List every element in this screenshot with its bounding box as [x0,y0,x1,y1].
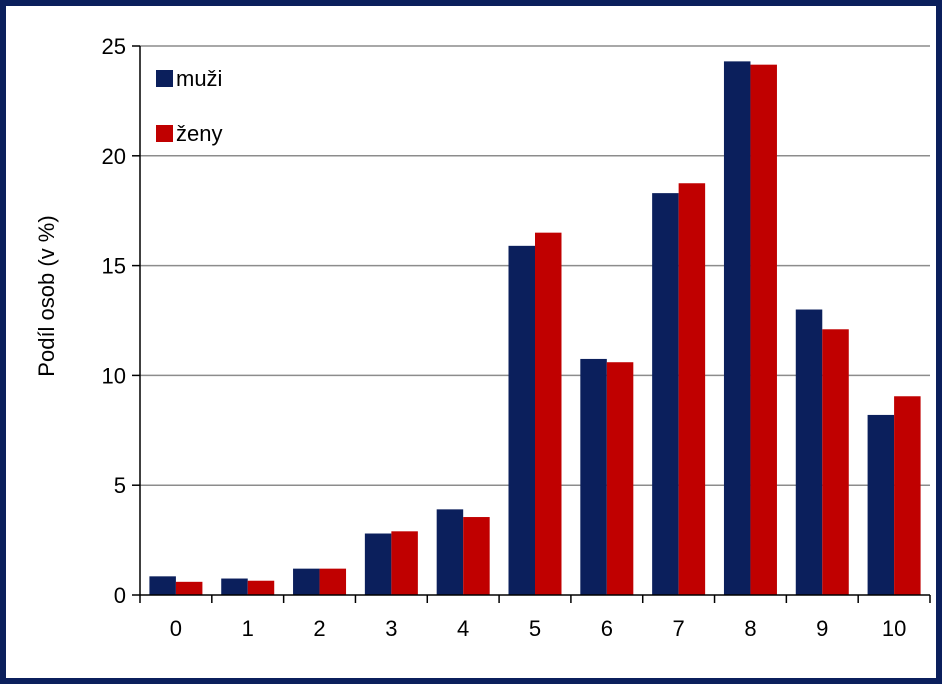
bar-series-1 [795,309,823,595]
bar-series-2 [894,396,921,595]
axes [132,45,931,603]
x-tick-label: 9 [816,616,828,641]
bar-series-2 [391,531,418,595]
bar-series-2 [319,568,347,595]
x-tick-label: 6 [601,616,613,641]
bar-series-1 [867,414,895,595]
bar-series-1 [723,61,751,595]
x-tick-label: 3 [385,616,397,641]
y-tick-label: 20 [102,144,126,169]
bar-series-1 [508,245,535,595]
bar-series-2 [247,580,275,595]
bar-series-2 [463,517,490,595]
bar-series-1 [436,509,464,595]
legend: muži ženy [156,66,222,146]
bar-series-1 [149,576,176,595]
bar-series-2 [175,581,203,595]
bar-series-1 [364,533,392,595]
bar-series-2 [606,362,634,595]
y-tick-labels: 0 5 10 15 20 25 [102,34,126,608]
bar-series-2 [678,183,706,595]
x-tick-label: 5 [529,616,541,641]
x-tick-label: 1 [242,616,254,641]
legend-swatch [156,70,173,87]
y-tick-label: 10 [102,363,126,388]
y-tick-label: 15 [102,254,126,279]
bar-series-1 [652,193,679,595]
x-tick-label: 0 [170,616,182,641]
bar-series-2 [535,232,562,595]
bar-series-2 [750,64,777,595]
y-tick-label: 25 [102,34,126,59]
y-tick-label: 0 [114,583,126,608]
y-tick-label: 5 [114,473,126,498]
bar-series-1 [293,568,320,595]
bars [149,61,921,595]
x-tick-label: 8 [744,616,756,641]
x-tick-label: 10 [882,616,906,641]
legend-swatch [156,125,173,142]
y-axis-title: Podíl osob (v %) [34,215,59,376]
x-tick-label: 4 [457,616,469,641]
bar-series-1 [580,358,607,595]
x-tick-label: 2 [313,616,325,641]
legend-label: muži [176,66,222,91]
bar-series-1 [221,578,248,595]
x-tick-labels: 0 1 2 3 4 5 6 7 8 9 10 [170,616,907,641]
bar-chart: 0 5 10 15 20 25 0 1 2 3 4 5 6 7 8 9 10 Podíl osob (v %)… [34,34,931,641]
bar-series-2 [822,329,849,595]
x-tick-label: 7 [673,616,685,641]
legend-label: ženy [176,121,222,146]
